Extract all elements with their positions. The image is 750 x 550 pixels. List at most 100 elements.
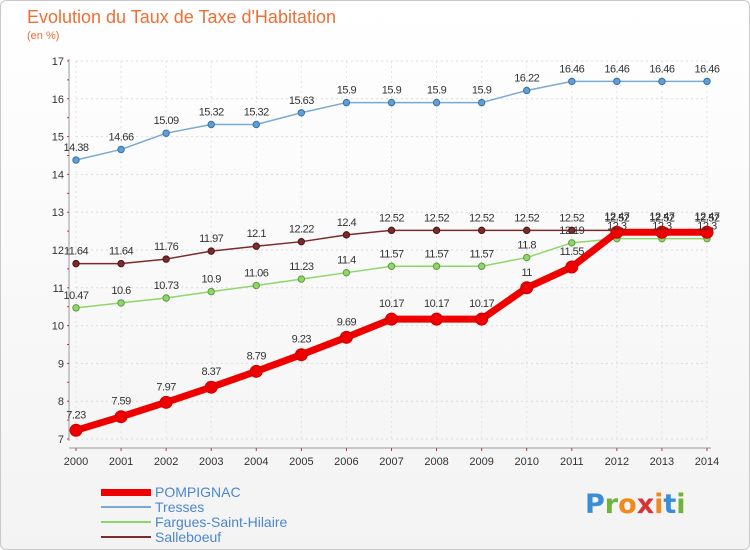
y-tick-label: 10 — [52, 321, 64, 333]
data-label: 11.64 — [64, 246, 89, 258]
data-point — [342, 98, 351, 107]
data-label: 7.97 — [156, 381, 176, 393]
y-tick-label: 11 — [53, 283, 64, 295]
data-point — [249, 364, 263, 378]
data-label: 15.9 — [427, 85, 447, 97]
data-label: 11.64 — [109, 246, 134, 258]
data-label: 12.22 — [289, 224, 314, 236]
data-label: 10.17 — [469, 298, 494, 310]
data-point — [523, 86, 531, 95]
data-label: 16.46 — [694, 63, 719, 75]
data-label: 11.8 — [517, 240, 536, 252]
legend-label: Tresses — [155, 499, 205, 515]
data-label: 12.3 — [607, 221, 627, 233]
legend-label: Fargues-Saint-Hilaire — [155, 514, 288, 530]
y-tick-label: 7 — [58, 434, 64, 446]
legend-swatch — [101, 536, 151, 538]
y-tick-label: 9 — [58, 358, 64, 370]
legend-label: POMPIGNAC — [155, 484, 241, 500]
x-tick-label: 2008 — [424, 456, 448, 468]
x-tick-label: 2012 — [605, 456, 629, 468]
data-label: 12.19 — [559, 225, 584, 237]
x-tick-label: 2006 — [334, 456, 358, 468]
data-point — [523, 253, 531, 262]
data-point — [655, 225, 669, 239]
data-point — [207, 247, 215, 255]
data-point — [342, 231, 351, 239]
data-point — [252, 242, 260, 250]
data-point — [297, 109, 306, 117]
data-point — [477, 98, 486, 107]
data-label: 10.6 — [111, 285, 131, 297]
x-tick-label: 2010 — [514, 456, 538, 468]
data-point — [162, 294, 170, 302]
data-label: 12.3 — [697, 221, 717, 233]
data-label: 15.9 — [337, 85, 357, 97]
data-label: 15.9 — [382, 85, 402, 97]
y-tick-label: 14 — [52, 169, 64, 181]
data-point — [430, 312, 444, 326]
data-label: 12.52 — [514, 212, 539, 224]
x-tick-label: 2001 — [109, 456, 133, 468]
data-point — [72, 304, 80, 312]
data-label: 12.3 — [652, 221, 672, 233]
data-point — [252, 281, 260, 290]
data-label: 15.09 — [154, 115, 179, 127]
data-label: 11.06 — [244, 268, 269, 280]
data-point — [162, 129, 170, 137]
data-label: 14.66 — [109, 131, 134, 143]
data-point — [117, 259, 125, 268]
x-tick-label: 2005 — [289, 456, 313, 468]
data-point — [387, 98, 396, 107]
data-point — [297, 237, 306, 246]
data-label: 10.17 — [424, 298, 449, 310]
data-label: 10.9 — [202, 274, 222, 286]
data-point — [432, 98, 441, 107]
data-label: 11.57 — [424, 248, 449, 260]
data-label: 12.52 — [379, 212, 404, 224]
data-label: 14.38 — [63, 142, 88, 154]
data-point — [477, 226, 486, 235]
data-point — [387, 226, 396, 235]
data-label: 8.79 — [247, 350, 267, 362]
data-point — [72, 156, 80, 164]
data-label: 16.22 — [514, 72, 539, 84]
data-label: 12.52 — [604, 212, 629, 224]
legend-label: Salleboeuf — [155, 529, 222, 545]
legend-swatch — [101, 489, 151, 496]
data-point — [610, 225, 624, 239]
data-point — [475, 312, 489, 326]
chart-unit-label: (en %) — [27, 30, 60, 42]
data-label: 10.73 — [154, 280, 179, 292]
y-tick-label: 13 — [52, 207, 64, 219]
data-label: 12.52 — [559, 212, 584, 224]
data-label: 11.57 — [379, 248, 404, 260]
x-tick-label: 2011 — [560, 456, 584, 468]
data-label: 7.23 — [66, 409, 86, 421]
data-label: 7.59 — [111, 396, 131, 408]
data-point — [294, 348, 308, 362]
data-point — [700, 225, 714, 239]
data-label: 9.69 — [337, 316, 357, 328]
data-point — [703, 77, 711, 86]
data-point — [432, 226, 441, 235]
data-point — [477, 262, 486, 270]
x-tick-label: 2014 — [695, 456, 719, 468]
data-label: 15.9 — [472, 85, 492, 97]
data-point — [72, 259, 80, 268]
x-tick-label: 2002 — [154, 456, 178, 468]
data-label: 8.37 — [202, 366, 222, 378]
data-point — [252, 120, 260, 129]
legend-swatch — [101, 521, 151, 523]
x-tick-label: 2013 — [650, 456, 674, 468]
data-point — [432, 262, 441, 270]
x-tick-label: 2009 — [469, 456, 493, 468]
data-point — [568, 77, 576, 86]
y-tick-label: 17 — [52, 56, 64, 68]
y-tick-label: 16 — [52, 94, 64, 106]
data-label: 11.55 — [560, 246, 585, 258]
proxiti-logo: Proxiti — [585, 489, 686, 520]
data-point — [613, 77, 621, 86]
